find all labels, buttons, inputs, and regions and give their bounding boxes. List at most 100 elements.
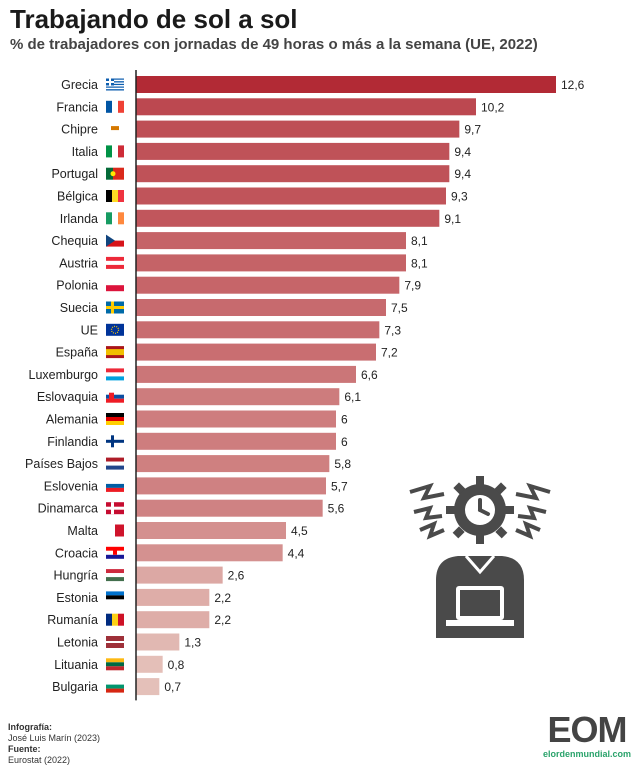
bar bbox=[136, 187, 446, 205]
flag-sweden-icon bbox=[106, 301, 124, 314]
data-label: 6,1 bbox=[344, 390, 361, 404]
infografia-label: Infografía: bbox=[8, 722, 52, 732]
bar bbox=[136, 76, 556, 93]
category-label: Finlandia bbox=[47, 435, 98, 449]
data-label: 5,7 bbox=[331, 479, 348, 493]
flag-spain-icon bbox=[106, 346, 124, 359]
bar bbox=[136, 522, 286, 539]
category-label: Bélgica bbox=[57, 190, 98, 204]
category-label: Eslovenia bbox=[44, 479, 98, 493]
data-label: 8,1 bbox=[411, 256, 428, 270]
category-label: Estonia bbox=[56, 591, 98, 605]
flag-slovenia-icon bbox=[106, 479, 124, 492]
data-label: 5,8 bbox=[334, 457, 351, 471]
flag-cyprus-icon bbox=[106, 123, 124, 136]
flag-portugal-icon bbox=[106, 167, 124, 180]
category-label: Austria bbox=[59, 256, 98, 270]
data-label: 0,8 bbox=[168, 658, 185, 672]
flag-bulgaria-icon bbox=[106, 680, 124, 693]
bar bbox=[136, 499, 323, 517]
bar bbox=[136, 276, 400, 294]
chart-subtitle: % de trabajadores con jornadas de 49 hor… bbox=[10, 36, 538, 53]
bar bbox=[136, 142, 450, 160]
data-label: 9,1 bbox=[444, 212, 461, 226]
flag-slovakia-icon bbox=[106, 390, 124, 403]
flag-austria-icon bbox=[106, 256, 124, 269]
category-label: UE bbox=[81, 323, 98, 337]
data-label: 7,3 bbox=[384, 323, 401, 337]
flag-poland-icon bbox=[106, 279, 124, 292]
bar bbox=[136, 633, 180, 651]
category-label: Bulgaria bbox=[52, 680, 98, 694]
category-label: Luxemburgo bbox=[29, 368, 99, 382]
category-label: Dinamarca bbox=[38, 502, 98, 516]
logo-url: elordenmundial.com bbox=[542, 749, 631, 759]
flag-luxembourg-icon bbox=[106, 368, 124, 381]
category-label: Irlanda bbox=[60, 212, 98, 226]
category-label: Polonia bbox=[56, 279, 98, 293]
bar bbox=[136, 611, 210, 629]
data-label: 4,5 bbox=[291, 524, 308, 538]
flag-hungary-icon bbox=[106, 569, 124, 582]
credits: Infografía: José Luis Marín (2023) Fuent… bbox=[8, 722, 100, 766]
category-label: Francia bbox=[56, 100, 98, 114]
bar bbox=[136, 655, 163, 673]
flag-malta-icon bbox=[106, 524, 124, 537]
category-label: Portugal bbox=[51, 167, 98, 181]
data-label: 7,2 bbox=[381, 346, 398, 360]
bar bbox=[136, 678, 160, 696]
data-label: 6 bbox=[341, 435, 348, 449]
data-label: 12,6 bbox=[561, 78, 585, 92]
bar bbox=[136, 232, 406, 250]
data-label: 9,7 bbox=[464, 123, 481, 137]
flag-ireland-icon bbox=[106, 212, 124, 225]
flag-denmark-icon bbox=[106, 502, 124, 515]
flag-germany-icon bbox=[106, 413, 124, 425]
bar bbox=[136, 455, 330, 473]
flag-lithuania-icon bbox=[106, 658, 124, 671]
category-label: Alemania bbox=[46, 413, 98, 427]
flag-latvia-icon bbox=[106, 636, 124, 648]
category-label: Suecia bbox=[60, 301, 98, 315]
bar bbox=[136, 343, 376, 361]
data-label: 0,7 bbox=[164, 680, 181, 694]
bar bbox=[136, 365, 356, 383]
bar bbox=[136, 544, 283, 562]
data-label: 8,1 bbox=[411, 234, 428, 248]
category-label: Lituania bbox=[54, 658, 98, 672]
category-label: Países Bajos bbox=[25, 457, 98, 471]
flag-france-icon bbox=[106, 100, 124, 113]
category-label: Grecia bbox=[61, 78, 98, 92]
logo-mark: EOM bbox=[547, 709, 627, 750]
data-label: 1,3 bbox=[184, 636, 201, 650]
data-label: 9,3 bbox=[451, 190, 468, 204]
overworked-worker-icon bbox=[409, 476, 551, 638]
category-label: Eslovaquia bbox=[37, 390, 98, 404]
category-label: Chequia bbox=[51, 234, 98, 248]
flag-belgium-icon bbox=[106, 190, 124, 202]
bar bbox=[136, 566, 223, 584]
infografia-value: José Luis Marín (2023) bbox=[8, 733, 101, 743]
chart-title: Trabajando de sol a sol bbox=[10, 4, 298, 34]
flag-romania-icon bbox=[106, 613, 124, 626]
fuente-value: Eurostat (2022) bbox=[8, 755, 71, 765]
category-label: Malta bbox=[67, 524, 98, 538]
data-label: 9,4 bbox=[454, 145, 471, 159]
data-label: 2,2 bbox=[214, 613, 231, 627]
flag-eu-icon bbox=[106, 323, 124, 336]
data-label: 5,6 bbox=[328, 502, 345, 516]
data-label: 6,6 bbox=[361, 368, 378, 382]
bar bbox=[136, 432, 336, 450]
bar bbox=[136, 588, 210, 606]
bar bbox=[136, 477, 326, 495]
data-label: 2,6 bbox=[228, 569, 245, 583]
category-label: Letonia bbox=[57, 636, 98, 650]
flag-netherlands-icon bbox=[106, 457, 124, 470]
data-label: 6 bbox=[341, 413, 348, 427]
bar bbox=[136, 299, 386, 316]
category-label: Hungría bbox=[54, 569, 99, 583]
bar bbox=[136, 120, 460, 138]
flag-estonia-icon bbox=[106, 591, 124, 604]
eom-logo: EOM elordenmundial.com bbox=[542, 712, 632, 760]
flag-finland-icon bbox=[106, 435, 124, 448]
